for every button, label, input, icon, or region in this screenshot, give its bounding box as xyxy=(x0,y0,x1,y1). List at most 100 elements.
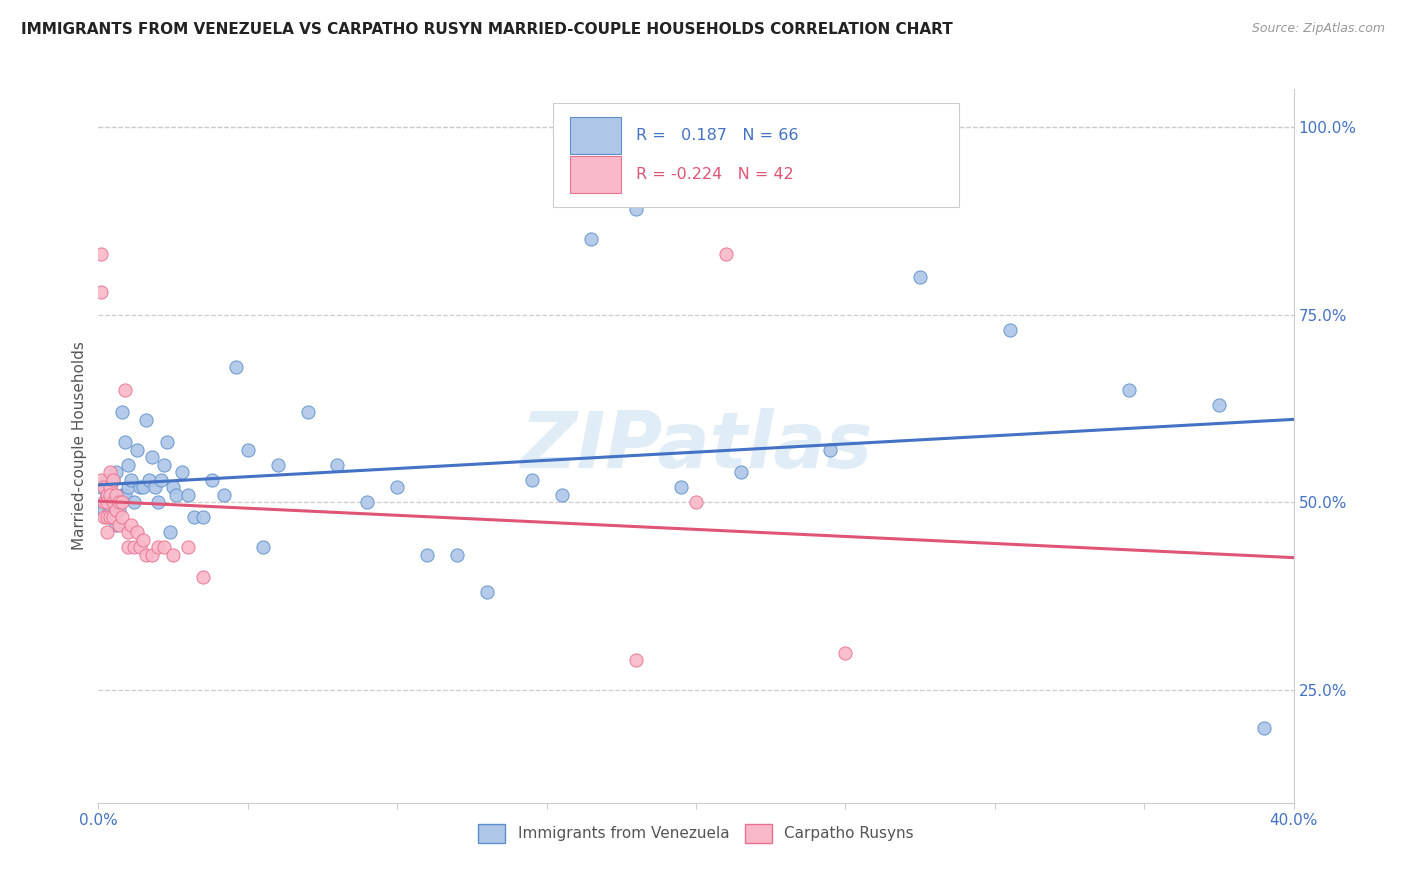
Point xyxy=(103,510,125,524)
Text: R = -0.224   N = 42: R = -0.224 N = 42 xyxy=(637,168,794,182)
Point xyxy=(90,473,112,487)
Point xyxy=(93,480,115,494)
Point xyxy=(177,541,200,555)
Point xyxy=(520,473,543,487)
Point xyxy=(626,202,648,217)
Point xyxy=(124,495,146,509)
Point xyxy=(103,488,125,502)
Point xyxy=(135,413,157,427)
Point xyxy=(446,548,468,562)
Point xyxy=(105,517,128,532)
Point xyxy=(96,495,118,509)
Point xyxy=(105,503,128,517)
Point xyxy=(117,480,139,494)
Point xyxy=(93,495,115,509)
Point xyxy=(96,525,118,540)
Point xyxy=(120,473,142,487)
Point xyxy=(114,488,136,502)
Point xyxy=(108,495,131,509)
Point xyxy=(96,488,118,502)
Point xyxy=(191,510,214,524)
Point xyxy=(714,247,737,261)
Point xyxy=(111,495,134,509)
Point xyxy=(153,541,176,555)
Point xyxy=(1208,398,1230,412)
Point xyxy=(108,517,131,532)
Point xyxy=(98,480,122,494)
Point xyxy=(96,473,118,487)
Point xyxy=(143,480,166,494)
Point xyxy=(129,480,152,494)
FancyBboxPatch shape xyxy=(553,103,959,207)
Point xyxy=(201,473,224,487)
Point xyxy=(98,510,122,524)
Point xyxy=(117,525,139,540)
FancyBboxPatch shape xyxy=(571,156,620,194)
Point xyxy=(103,473,125,487)
Point xyxy=(356,495,378,509)
Text: IMMIGRANTS FROM VENEZUELA VS CARPATHO RUSYN MARRIED-COUPLE HOUSEHOLDS CORRELATIO: IMMIGRANTS FROM VENEZUELA VS CARPATHO RU… xyxy=(21,22,953,37)
Point xyxy=(1118,383,1140,397)
Point xyxy=(165,488,187,502)
Point xyxy=(685,495,707,509)
Point xyxy=(108,503,131,517)
Point xyxy=(669,480,692,494)
Point xyxy=(103,495,125,509)
Point xyxy=(225,360,247,375)
Point xyxy=(117,541,139,555)
Point xyxy=(111,488,134,502)
Point xyxy=(98,480,122,494)
Point xyxy=(132,480,155,494)
Point xyxy=(159,525,181,540)
Point xyxy=(550,488,572,502)
Point xyxy=(297,405,319,419)
Point xyxy=(730,465,752,479)
Point xyxy=(114,383,136,397)
FancyBboxPatch shape xyxy=(571,117,620,154)
Point xyxy=(108,495,131,509)
Point xyxy=(267,458,290,472)
Point xyxy=(1253,721,1275,735)
Point xyxy=(581,232,603,246)
Point xyxy=(105,488,128,502)
Point xyxy=(111,405,134,419)
Point xyxy=(326,458,349,472)
Point xyxy=(236,442,259,457)
Point xyxy=(103,473,125,487)
Point xyxy=(212,488,235,502)
Y-axis label: Married-couple Households: Married-couple Households xyxy=(72,342,87,550)
Point xyxy=(127,442,149,457)
Point xyxy=(127,525,149,540)
Point xyxy=(148,495,170,509)
Point xyxy=(111,510,134,524)
Point xyxy=(105,465,128,479)
Point xyxy=(172,465,194,479)
Point xyxy=(98,465,122,479)
Point xyxy=(129,541,152,555)
Point xyxy=(132,533,155,547)
Point xyxy=(153,458,176,472)
Point xyxy=(998,322,1021,336)
Point xyxy=(150,473,173,487)
Point xyxy=(162,480,184,494)
Point xyxy=(98,495,122,509)
Point xyxy=(626,653,648,667)
Point xyxy=(93,495,115,509)
Point xyxy=(90,285,112,299)
Point xyxy=(93,503,115,517)
Point xyxy=(177,488,200,502)
Point xyxy=(162,548,184,562)
Point xyxy=(98,488,122,502)
Point xyxy=(156,435,179,450)
Legend: Immigrants from Venezuela, Carpatho Rusyns: Immigrants from Venezuela, Carpatho Rusy… xyxy=(472,818,920,848)
Point xyxy=(103,510,125,524)
Point xyxy=(135,548,157,562)
Point xyxy=(148,541,170,555)
Text: Source: ZipAtlas.com: Source: ZipAtlas.com xyxy=(1251,22,1385,36)
Point xyxy=(90,247,112,261)
Point xyxy=(416,548,439,562)
Point xyxy=(183,510,205,524)
Point xyxy=(141,450,163,465)
Point xyxy=(385,480,409,494)
Point xyxy=(90,480,112,494)
